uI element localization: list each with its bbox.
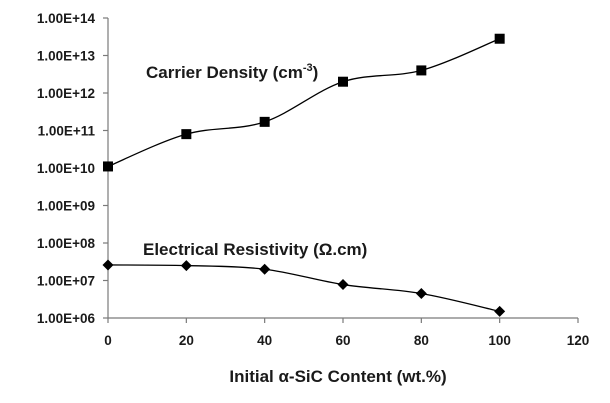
x-tick-label: 120: [567, 333, 590, 348]
y-axis-ticks: 1.00E+06 1.00E+07 1.00E+08 1.00E+09 1.00E+10…: [37, 11, 108, 326]
x-tick-label: 80: [414, 333, 429, 348]
annotation-electrical-resistivity-text: Electrical Resistivity (Ω.cm): [143, 240, 367, 259]
x-tick-label: 0: [104, 333, 112, 348]
y-tick-label: 1.00E+10: [37, 161, 95, 176]
data-point-diamond: [415, 288, 427, 300]
annotation-electrical-resistivity: Electrical Resistivity (Ω.cm): [143, 240, 367, 259]
x-tick-label: 40: [257, 333, 272, 348]
data-point-diamond: [180, 260, 192, 272]
y-tick-label: 1.00E+09: [37, 199, 95, 214]
annotation-carrier-density-text: Carrier Density (cm: [146, 63, 303, 82]
y-tick-label: 1.00E+11: [38, 124, 96, 139]
y-tick-label: 1.00E+06: [37, 311, 96, 326]
data-point-diamond: [259, 263, 271, 275]
x-tick-label: 100: [488, 333, 511, 348]
x-axis-title: Initial α-SiC Content (wt.%): [229, 367, 446, 386]
x-axis-ticks: 0 20 40 60 80 100 120: [104, 318, 589, 348]
data-point-square: [181, 129, 192, 140]
y-tick-label: 1.00E+08: [37, 236, 96, 251]
y-tick-label: 1.00E+14: [37, 11, 96, 26]
annotation-carrier-density: Carrier Density (cm-3): [146, 62, 318, 82]
data-point-square: [103, 161, 113, 172]
y-tick-label: 1.00E+07: [37, 274, 95, 289]
data-point-square: [416, 65, 427, 76]
annotation-carrier-density-suffix: ): [313, 63, 319, 82]
series-carrier-density: [103, 33, 505, 172]
data-point-square: [494, 33, 505, 44]
data-point-square: [259, 116, 270, 127]
annotation-carrier-density-superscript: -3: [303, 62, 313, 74]
x-tick-label: 20: [179, 333, 194, 348]
x-tick-label: 60: [335, 333, 350, 348]
plot-area: [102, 18, 578, 319]
data-point-diamond: [102, 259, 114, 271]
series-electrical-resistivity-line: [107, 264, 500, 313]
data-point-square: [338, 76, 348, 87]
y-tick-label: 1.00E+12: [37, 86, 95, 101]
data-point-diamond: [494, 305, 506, 317]
series-carrier-density-line: [107, 38, 500, 168]
data-point-diamond: [337, 279, 349, 291]
y-tick-label: 1.00E+13: [37, 49, 96, 64]
series-electrical-resistivity: [102, 259, 506, 317]
